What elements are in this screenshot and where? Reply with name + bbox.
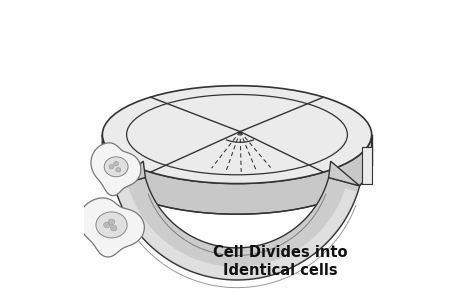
Ellipse shape: [104, 157, 128, 177]
Polygon shape: [114, 161, 146, 186]
Ellipse shape: [116, 168, 121, 172]
Polygon shape: [101, 147, 112, 184]
Polygon shape: [91, 143, 141, 196]
Text: Identical cells: Identical cells: [222, 263, 337, 278]
Text: Cell Divides into: Cell Divides into: [213, 245, 347, 260]
Ellipse shape: [109, 165, 114, 169]
Polygon shape: [114, 177, 360, 280]
Polygon shape: [118, 188, 356, 279]
Ellipse shape: [96, 212, 127, 238]
Ellipse shape: [114, 162, 118, 166]
Polygon shape: [362, 147, 373, 184]
Polygon shape: [102, 135, 372, 214]
Ellipse shape: [102, 86, 372, 184]
Polygon shape: [79, 198, 145, 257]
Polygon shape: [328, 161, 360, 186]
Ellipse shape: [108, 219, 115, 225]
Ellipse shape: [110, 225, 117, 231]
Ellipse shape: [104, 222, 110, 228]
